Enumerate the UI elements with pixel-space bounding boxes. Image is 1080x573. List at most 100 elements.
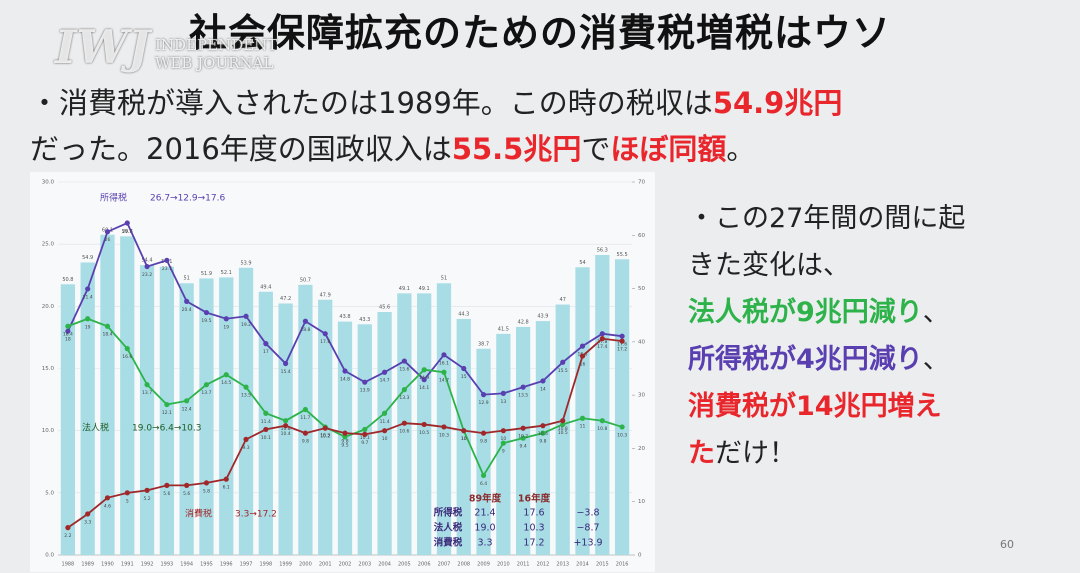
line-marker bbox=[560, 421, 566, 428]
line-marker bbox=[342, 368, 348, 374]
line-marker bbox=[441, 369, 447, 375]
point-label: 10.1 bbox=[360, 435, 370, 441]
x-tick-label: 2002 bbox=[339, 562, 352, 568]
bar bbox=[219, 277, 234, 555]
line-marker bbox=[362, 426, 368, 433]
point-label: 5.6 bbox=[163, 491, 170, 497]
point-label: 5.6 bbox=[183, 491, 190, 497]
bar bbox=[535, 321, 551, 555]
point-label: 6.1 bbox=[223, 485, 230, 491]
bar-label: 56.3 bbox=[597, 248, 608, 254]
x-tick-label: 2009 bbox=[477, 562, 490, 568]
point-label: 14.7 bbox=[380, 378, 390, 384]
x-tick-label: 1989 bbox=[81, 562, 94, 568]
bar bbox=[179, 283, 194, 555]
line-marker bbox=[85, 316, 91, 322]
bar bbox=[614, 259, 630, 555]
point-label: 18.4 bbox=[102, 332, 112, 338]
line-marker bbox=[599, 331, 605, 337]
bar bbox=[120, 236, 135, 555]
x-tick-label: 2015 bbox=[596, 562, 609, 568]
line-marker bbox=[144, 263, 150, 270]
point-label: 9.8 bbox=[302, 439, 309, 445]
x-tick-label: 2001 bbox=[319, 562, 332, 568]
line-marker bbox=[461, 428, 467, 434]
point-label: 20.4 bbox=[182, 307, 192, 313]
x-tick-label: 2000 bbox=[299, 562, 312, 568]
line-marker bbox=[520, 435, 526, 441]
point-label: 14 bbox=[540, 386, 546, 392]
line-marker bbox=[599, 336, 605, 342]
line-marker bbox=[144, 487, 150, 493]
bar-label: 49.4 bbox=[260, 284, 271, 290]
point-label: 18 bbox=[65, 337, 71, 343]
bar-label: 47.2 bbox=[280, 296, 291, 302]
line-marker bbox=[381, 428, 388, 434]
bar-label: 43.8 bbox=[339, 314, 350, 320]
line-marker bbox=[500, 428, 506, 434]
page-number: 60 bbox=[1000, 538, 1014, 551]
x-tick-label: 1996 bbox=[220, 562, 233, 568]
text-segment: ほぼ同額 bbox=[610, 132, 727, 166]
table-cell: 19.0 bbox=[474, 523, 495, 534]
point-label: 16.6 bbox=[122, 354, 132, 360]
table-cell: −8.7 bbox=[576, 523, 599, 534]
bar-label: 54.9 bbox=[82, 255, 93, 261]
point-label: 14.8 bbox=[340, 376, 350, 382]
bar-label: 59.8 bbox=[122, 229, 133, 235]
table-cell: 消費税 bbox=[434, 537, 463, 549]
y-tick-label: 5.0 bbox=[45, 490, 54, 496]
point-label: 15 bbox=[461, 374, 467, 380]
line-marker bbox=[184, 398, 190, 404]
line-marker bbox=[560, 359, 566, 365]
text-segment: 法人税が9兆円減り bbox=[688, 297, 923, 328]
point-label: 9.8 bbox=[539, 439, 546, 445]
bar bbox=[100, 234, 115, 555]
point-label: 10 bbox=[382, 436, 388, 442]
point-label: 11.7 bbox=[300, 415, 310, 421]
line-marker bbox=[560, 418, 566, 424]
point-label: 15.6 bbox=[399, 367, 409, 373]
point-label: 17 bbox=[263, 349, 269, 355]
bar bbox=[199, 278, 214, 555]
point-label: 10 bbox=[500, 436, 506, 442]
line-marker bbox=[65, 323, 71, 329]
text-segment: で bbox=[581, 132, 611, 166]
x-tick-label: 1991 bbox=[121, 562, 134, 568]
bar-label: 42.8 bbox=[518, 319, 529, 325]
text-line: だった。2016年度の国政収入は55.5兆円でほぼ同額。 bbox=[30, 126, 842, 172]
point-label: 13 bbox=[500, 399, 506, 405]
line-marker bbox=[164, 401, 170, 408]
point-label: 23.2 bbox=[142, 272, 152, 278]
point-label: 10.5 bbox=[558, 430, 568, 436]
line-marker bbox=[619, 338, 625, 344]
line-marker bbox=[223, 316, 229, 322]
y2-tick-label: 20 bbox=[638, 446, 645, 452]
x-tick-label: 2016 bbox=[616, 562, 629, 568]
point-label: 9.8 bbox=[480, 439, 487, 445]
bar-label: 53.9 bbox=[240, 260, 251, 266]
point-label: 19 bbox=[223, 324, 229, 330]
line-marker bbox=[381, 369, 388, 375]
table-cell: 21.4 bbox=[474, 508, 495, 519]
point-label: 10.8 bbox=[281, 426, 291, 432]
line-marker bbox=[203, 382, 210, 388]
bar-label: 44.3 bbox=[458, 311, 469, 317]
annotation-text: 26.7→12.9→17.6 bbox=[150, 194, 225, 204]
y2-tick-label: 10 bbox=[638, 499, 645, 505]
bar-label: 51 bbox=[441, 276, 447, 282]
line-marker bbox=[342, 434, 348, 440]
line-marker bbox=[283, 423, 289, 429]
point-label: 9.5 bbox=[341, 442, 348, 448]
intro-text: ・消費税が導入されたのは1989年。この時の税収は54.9兆円 だった。2016年… bbox=[30, 80, 842, 172]
point-label: 2.2 bbox=[64, 533, 71, 539]
line-marker bbox=[421, 367, 427, 373]
line-marker bbox=[421, 421, 427, 428]
annotation-label: 消費税 bbox=[185, 508, 212, 520]
y-tick-label: 0.0 bbox=[45, 553, 54, 559]
x-tick-label: 1993 bbox=[160, 562, 173, 568]
bar bbox=[80, 262, 95, 555]
line-marker bbox=[342, 430, 348, 436]
point-label: 10.4 bbox=[281, 431, 291, 437]
